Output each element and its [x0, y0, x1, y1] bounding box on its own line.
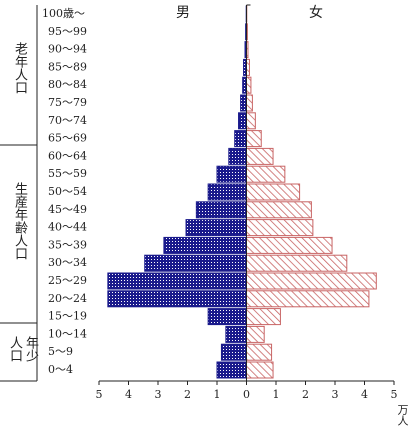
- y-tick-label: 0～4: [48, 363, 73, 376]
- y-tick-label: 60～64: [48, 149, 87, 162]
- bar: [246, 308, 281, 326]
- y-tick-label: 10～14: [48, 327, 87, 340]
- x-tick-label: 3: [155, 388, 162, 401]
- bar: [246, 165, 286, 183]
- y-tick-label: 70～74: [48, 114, 87, 127]
- bar: [242, 76, 247, 94]
- legend-label: 女: [309, 4, 323, 21]
- y-tick-label: 80～84: [48, 78, 87, 91]
- legend-label: 男: [176, 5, 190, 21]
- y-tick-label: 40～44: [48, 221, 87, 234]
- bar: [246, 272, 377, 290]
- x-tick-label: 2: [184, 388, 191, 401]
- x-tick-label: 1: [214, 388, 221, 401]
- y-tick-label: 55～59: [48, 167, 87, 180]
- bar: [246, 219, 314, 237]
- bar: [246, 183, 301, 201]
- bar: [228, 147, 248, 165]
- bar: [185, 219, 247, 237]
- x-tick-label: 5: [391, 388, 398, 401]
- bar: [144, 254, 248, 272]
- group-label: 年少人口: [7, 336, 38, 362]
- y-tick-label: 30～34: [48, 256, 87, 269]
- bar: [246, 361, 274, 379]
- y-tick-label: 20～24: [48, 292, 87, 305]
- y-tick-label: 90～94: [48, 43, 87, 56]
- bar: [246, 290, 370, 308]
- bar: [238, 112, 248, 130]
- bar: [246, 76, 252, 94]
- bar: [246, 130, 262, 148]
- y-tick-label: 45～49: [48, 203, 87, 216]
- y-tick-label: 65～69: [48, 132, 87, 145]
- bar: [225, 325, 248, 343]
- y-tick-label: 100歳～: [42, 7, 85, 20]
- x-tick-label: 0: [243, 388, 250, 401]
- y-tick-label: 15～19: [48, 310, 87, 323]
- x-tick-label: 4: [361, 388, 368, 401]
- bar: [107, 290, 247, 308]
- x-tick-label: 1: [273, 388, 280, 401]
- x-axis-label: 万人: [396, 404, 409, 426]
- bar: [246, 147, 274, 165]
- bar: [234, 130, 247, 148]
- bar: [246, 236, 333, 254]
- bar: [107, 272, 247, 290]
- bar: [216, 165, 247, 183]
- x-tick-label: 2: [302, 388, 309, 401]
- bar: [163, 236, 247, 254]
- bar: [246, 343, 273, 361]
- x-tick-label: 5: [96, 388, 103, 401]
- bar: [216, 361, 247, 379]
- bar: [246, 325, 265, 343]
- bar: [207, 308, 247, 326]
- bar: [246, 112, 256, 130]
- y-tick-label: 50～54: [48, 185, 87, 198]
- bar: [246, 94, 253, 112]
- x-tick-label: 4: [125, 388, 132, 401]
- bar: [246, 254, 348, 272]
- y-tick-label: 25～29: [48, 274, 87, 287]
- bar: [240, 94, 248, 112]
- x-tick-label: 3: [332, 388, 339, 401]
- bar: [220, 343, 248, 361]
- bracket: [0, 5, 38, 382]
- y-tick-label: 5～9: [48, 345, 73, 358]
- y-tick-label: 95～99: [48, 25, 87, 38]
- bar: [246, 201, 312, 219]
- bar: [207, 183, 247, 201]
- bar: [195, 201, 248, 219]
- group-label: 老年人口: [12, 42, 27, 94]
- group-label: 生産年齢人口: [12, 182, 27, 260]
- y-tick-label: 85～89: [48, 60, 87, 73]
- y-tick-label: 35～39: [48, 238, 87, 251]
- y-tick-label: 75～79: [48, 96, 87, 109]
